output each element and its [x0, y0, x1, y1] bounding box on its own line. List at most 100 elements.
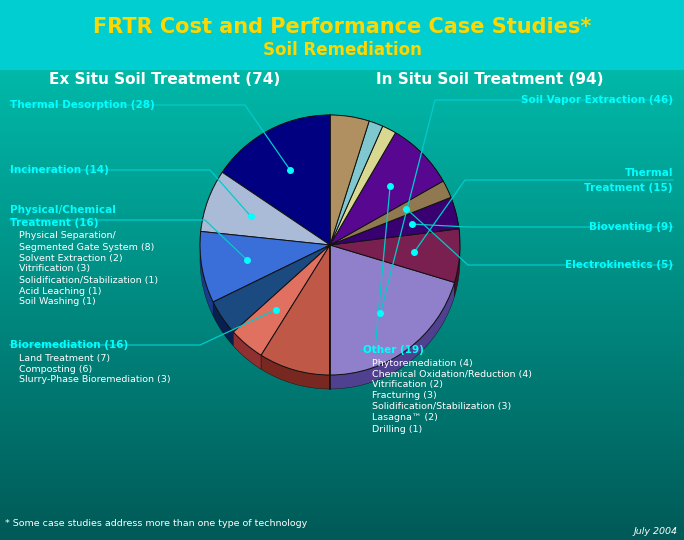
Text: Thermal Desorption (28): Thermal Desorption (28)	[10, 100, 155, 110]
Bar	[0, 22, 684, 25]
Bar	[0, 1, 684, 4]
Bar	[0, 258, 684, 261]
Text: Vitrification (3): Vitrification (3)	[10, 265, 90, 273]
Bar	[0, 362, 684, 366]
Bar	[0, 416, 684, 420]
Bar	[0, 284, 684, 286]
Text: Ex Situ Soil Treatment (74): Ex Situ Soil Treatment (74)	[49, 72, 280, 87]
Bar	[0, 31, 684, 34]
Bar	[0, 35, 684, 38]
Bar	[0, 217, 684, 220]
Bar	[0, 165, 684, 167]
Wedge shape	[222, 115, 330, 245]
Bar	[0, 136, 684, 139]
Bar	[0, 503, 684, 506]
Wedge shape	[330, 229, 460, 282]
Bar	[0, 107, 684, 110]
Bar	[0, 96, 684, 99]
Bar	[0, 184, 684, 187]
Bar	[0, 118, 684, 120]
Bar	[0, 240, 684, 243]
Bar	[0, 494, 684, 497]
Bar	[0, 148, 684, 151]
Bar	[0, 318, 684, 320]
Bar	[0, 78, 684, 81]
Bar	[0, 87, 684, 90]
Bar	[0, 271, 684, 274]
Bar	[0, 454, 684, 457]
Bar	[0, 24, 684, 27]
Bar	[0, 51, 684, 54]
Bar	[0, 521, 684, 524]
Bar	[0, 204, 684, 207]
Bar	[0, 388, 684, 390]
Bar	[0, 40, 684, 43]
Bar	[0, 485, 684, 488]
Bar	[0, 161, 684, 164]
Bar	[0, 159, 684, 162]
Bar	[0, 264, 684, 266]
Bar	[0, 289, 684, 292]
Wedge shape	[200, 232, 330, 302]
Bar	[0, 146, 684, 150]
Bar	[0, 420, 684, 423]
Bar	[0, 427, 684, 430]
Bar	[0, 197, 684, 200]
Bar	[0, 143, 684, 146]
Text: Bioventing (9): Bioventing (9)	[589, 222, 673, 232]
Bar	[0, 308, 684, 312]
Bar	[0, 220, 684, 223]
Bar	[0, 446, 684, 448]
Bar	[0, 80, 684, 83]
Polygon shape	[233, 332, 261, 369]
Bar	[0, 3, 684, 5]
Text: July 2004: July 2004	[634, 528, 678, 537]
Bar	[0, 519, 684, 522]
Bar	[0, 301, 684, 304]
Text: Incineration (14): Incineration (14)	[10, 165, 109, 175]
Bar	[0, 501, 684, 504]
Bar	[0, 44, 684, 47]
Bar	[0, 60, 684, 63]
Bar	[0, 400, 684, 403]
Text: Solidification/Stabilization (3): Solidification/Stabilization (3)	[363, 402, 511, 411]
Bar	[0, 193, 684, 196]
Bar	[0, 247, 684, 250]
Bar	[0, 76, 684, 79]
Bar	[0, 381, 684, 383]
Bar	[0, 48, 684, 50]
Bar	[0, 195, 684, 198]
Bar	[0, 69, 684, 72]
Bar	[0, 267, 684, 270]
Bar	[0, 408, 684, 410]
Bar	[0, 19, 684, 22]
Bar	[0, 11, 684, 15]
Bar	[0, 109, 684, 112]
Bar	[0, 537, 684, 540]
Bar	[0, 166, 684, 169]
Bar	[0, 188, 684, 191]
Bar	[0, 253, 684, 255]
Bar	[0, 433, 684, 436]
Bar	[0, 305, 684, 308]
Bar	[0, 103, 684, 106]
Bar	[0, 213, 684, 216]
Bar	[0, 17, 684, 20]
Bar	[0, 119, 684, 123]
Bar	[0, 334, 684, 336]
Bar	[0, 183, 684, 185]
Bar	[0, 6, 684, 9]
Bar	[0, 33, 684, 36]
Bar	[0, 298, 684, 301]
Bar	[0, 152, 684, 155]
Bar	[0, 476, 684, 479]
Bar	[0, 139, 684, 142]
Bar	[0, 98, 684, 101]
Bar	[0, 280, 684, 282]
Bar	[0, 409, 684, 412]
Text: FRTR Cost and Performance Case Studies*: FRTR Cost and Performance Case Studies*	[93, 17, 591, 37]
Polygon shape	[261, 355, 330, 389]
Bar	[0, 355, 684, 358]
Bar	[0, 127, 684, 130]
Bar	[0, 442, 684, 444]
